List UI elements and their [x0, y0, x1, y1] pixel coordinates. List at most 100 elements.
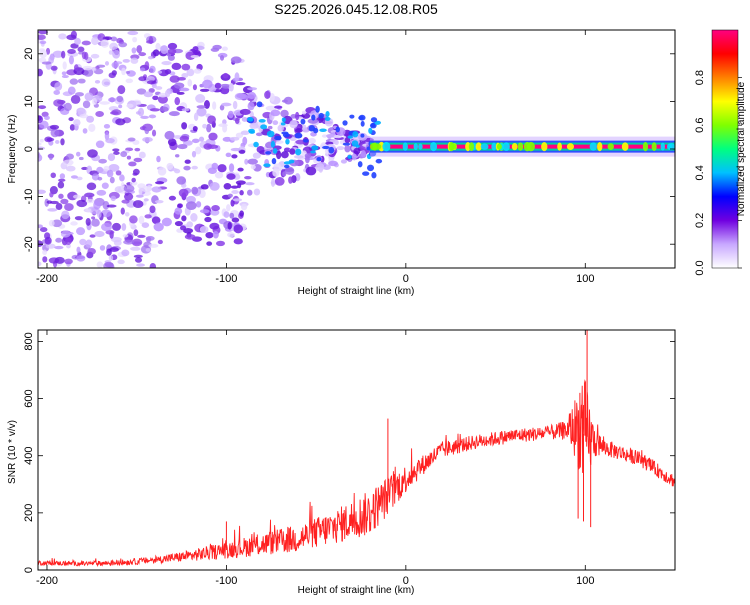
spectrogram-cell	[342, 142, 351, 146]
spectrogram-cell	[232, 198, 243, 202]
spectrogram-cell	[58, 33, 67, 40]
spectrogram-cell	[221, 102, 232, 107]
spectrogram-cell	[125, 70, 131, 75]
spectrogram-cell	[252, 152, 261, 159]
spectrogram-cell	[60, 198, 69, 205]
spectrogram-cell	[100, 39, 109, 48]
spectrogram-cell	[222, 119, 227, 125]
spectrogram-cell	[186, 221, 194, 228]
spectrogram-cell	[125, 78, 134, 84]
spectrogram-cell	[51, 219, 63, 228]
spectrogram-cell	[375, 158, 383, 164]
spectrogram-cell	[38, 34, 46, 40]
spectrogram-cell	[45, 243, 56, 249]
spectrogram-cell	[183, 165, 191, 171]
spectrogram-cell	[169, 75, 180, 83]
spectrogram-cell	[83, 68, 94, 77]
spectrogram-cell	[138, 76, 148, 82]
spectrogram-cell	[98, 158, 107, 164]
spectrogram-cell	[288, 159, 295, 164]
spectrogram-cell	[130, 246, 141, 251]
spectrogram-cell	[74, 64, 79, 72]
spectrogram-cell	[284, 166, 295, 175]
spectrogram-cell	[227, 222, 232, 230]
spectrogram-cell	[63, 102, 72, 112]
spectrogram-cell	[55, 140, 60, 144]
spectrogram-cell	[270, 178, 276, 187]
spectrogram-cell	[48, 257, 60, 264]
spectrogram-cell	[161, 217, 172, 227]
spectrogram-cell	[171, 62, 182, 71]
spectrogram-cell	[87, 149, 98, 158]
spectrogram-cell	[234, 117, 240, 125]
snr-x-axis: -200 -100 0 100	[36, 330, 594, 587]
spectrogram-cell	[124, 212, 130, 217]
spectrogram-cell	[517, 142, 524, 151]
spectrogram-cell	[280, 109, 289, 118]
spectrogram-x-tick-label: 0	[403, 273, 409, 285]
spectrogram-cell	[61, 74, 69, 79]
spectrogram-cell	[223, 183, 232, 190]
spectrogram-cell	[195, 146, 202, 155]
spectrogram-cell	[81, 51, 87, 60]
spectrogram-cell	[60, 230, 71, 238]
spectrogram-cell	[54, 82, 63, 91]
spectrogram-cell	[88, 123, 96, 132]
spectrogram-cell	[109, 247, 119, 253]
spectrogram-cell	[282, 171, 287, 177]
snr-y-tick-label: 200	[23, 504, 35, 522]
spectrogram-y-tick-label: 0	[23, 146, 35, 152]
spectrogram-cell	[121, 199, 130, 204]
spectrogram-cell	[39, 138, 44, 143]
spectrogram-cell	[335, 126, 341, 133]
spectrogram-cell	[156, 155, 161, 163]
spectrogram-cell	[360, 133, 365, 138]
spectrogram-cell	[244, 182, 255, 186]
spectrogram-cell	[132, 139, 140, 146]
spectrogram-cell	[91, 216, 96, 220]
spectrogram-cell	[104, 36, 112, 41]
spectrogram-cell	[274, 177, 285, 186]
spectrogram-cell	[66, 243, 71, 249]
spectrogram-cell	[265, 105, 277, 111]
spectrogram-cell	[68, 55, 75, 65]
spectrogram-y-tick-label: 20	[23, 48, 35, 60]
spectrogram-cell	[247, 101, 255, 111]
spectrogram-cell	[280, 122, 286, 126]
spectrogram-cell	[336, 146, 345, 151]
spectrogram-cell	[232, 100, 238, 110]
spectrogram-cell	[73, 119, 81, 127]
spectrogram-cell	[366, 164, 375, 172]
spectrogram-cell	[108, 97, 117, 103]
spectrogram-cell	[70, 94, 81, 104]
spectrogram-cell	[430, 142, 438, 152]
spectrogram-cell	[184, 159, 191, 164]
spectrogram-cell	[132, 100, 142, 106]
spectrogram-cell	[328, 146, 335, 154]
spectrogram-cell	[164, 130, 175, 140]
spectrogram-cell	[49, 191, 54, 198]
spectrogram-cell	[315, 105, 320, 113]
spectrogram-cell	[77, 46, 85, 53]
spectrogram-cell	[179, 225, 187, 231]
spectrogram-cell	[219, 104, 225, 111]
spectrogram-cell	[283, 164, 290, 169]
spectrogram-cell	[99, 245, 106, 251]
spectrogram-cell	[123, 184, 135, 193]
spectrogram-cell	[289, 119, 298, 129]
colorbar-label: Normalized spectral amplitude	[736, 81, 747, 216]
spectrogram-cell	[207, 167, 217, 174]
spectrogram-cell	[129, 181, 138, 186]
spectrogram-cell	[67, 86, 76, 95]
spectrogram-cell	[222, 72, 229, 79]
spectrogram-cell	[230, 199, 235, 207]
spectrogram-x-label: Height of straight line (km)	[298, 286, 415, 297]
spectrogram-cell	[38, 68, 43, 77]
spectrogram-cell	[129, 215, 138, 224]
spectrogram-cell	[154, 200, 164, 204]
spectrogram-cell	[38, 189, 46, 194]
spectrogram-cell	[190, 54, 200, 59]
spectrogram-cell	[38, 120, 49, 129]
spectrogram-cell	[502, 142, 510, 152]
spectrogram-cell	[347, 135, 354, 139]
